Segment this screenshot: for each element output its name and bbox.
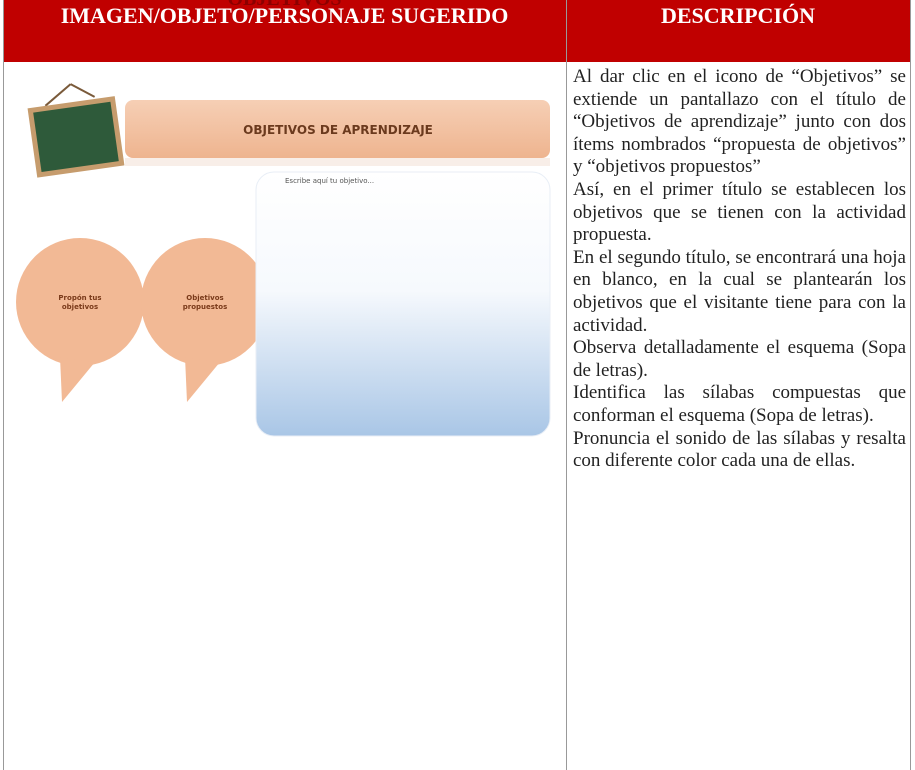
placeholder: Escribe aquí tu objetivo... [285,177,374,185]
bubble-label: Objetivos propuestos [183,294,228,311]
bubble [141,238,269,402]
description-paragraph: Observa detalladamente el esquema (Sopa … [573,337,906,381]
screenshot-mockup: OBJETIVOS DE APRENDIZAJE Propón tus objet… [16,83,551,437]
banner [125,100,550,158]
column-header: DESCRIPCIÓN [660,3,816,28]
banner-title: OBJETIVOS DE APRENDIZAJE [243,123,433,137]
header-band [3,0,910,62]
description-paragraph: Al dar clic en el icono de “Objetivos” s… [573,66,906,178]
border [3,0,4,770]
description-paragraph: Así, en el primer título se establecen l… [573,178,906,246]
description-cell: Al dar clic en el icono de “Objetivos” s… [573,66,906,473]
objective-panel [255,171,551,437]
description-paragraph: En el segundo título, se encontrará una … [573,246,906,336]
border [566,0,567,770]
border [910,0,911,770]
chalkboard-icon [27,83,125,178]
bubble-label: Propón tus objetivos [58,294,101,311]
column-header: IMAGEN/OBJETO/PERSONAJE SUGERIDO [60,3,509,28]
description-paragraph: Pronuncia el sonido de las sílabas y res… [573,427,906,472]
description-paragraph: Identifica las sílabas compuestas que co… [573,382,906,426]
section-title: OBJETIVOS [3,0,566,11]
bubble [16,238,144,402]
